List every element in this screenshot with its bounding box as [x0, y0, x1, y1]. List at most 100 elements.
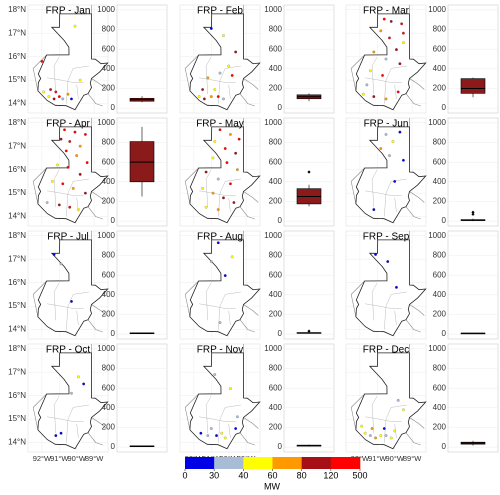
y-tick-label: 0 [111, 442, 116, 451]
neighbor-border [409, 417, 425, 429]
fire-point [209, 260, 213, 263]
department-border [218, 178, 241, 217]
neighbor-border [239, 93, 255, 107]
colorbar-tick-label: 40 [238, 470, 248, 480]
lat-tick-label: 14°N [8, 99, 26, 108]
lat-tick-label: 18°N [8, 118, 26, 127]
box-frame [447, 117, 499, 227]
neighbor-border [32, 393, 47, 430]
fire-point [361, 92, 365, 96]
y-tick-label: 1000 [428, 5, 446, 14]
panel-title: FRP - Nov [197, 345, 244, 356]
fire-point [368, 69, 372, 73]
lat-tick-label: 18°N [8, 344, 26, 353]
y-tick-label: 0 [111, 216, 116, 225]
neighbor-border [350, 167, 365, 204]
fire-point [68, 140, 72, 143]
fire-point [61, 97, 65, 101]
colorbar-tick-label: 0 [182, 470, 187, 480]
fire-point [216, 177, 220, 181]
fire-point [78, 172, 82, 176]
fire-point [213, 373, 217, 376]
fire-point [70, 391, 73, 395]
fire-point [222, 97, 225, 101]
panel-title: FRP - Apr [46, 119, 90, 130]
fire-point [206, 76, 210, 80]
fire-point [70, 97, 73, 101]
department-border [384, 291, 407, 330]
fire-point [232, 201, 236, 204]
y-tick-label: 800 [269, 138, 283, 147]
y-tick-label: 1000 [264, 231, 282, 240]
y-tick-label: 200 [433, 84, 447, 93]
fire-point [66, 165, 70, 169]
fire-point [396, 398, 400, 402]
fire-point [218, 71, 222, 75]
fire-point [78, 78, 82, 82]
lon-tick-label: 92°W [33, 454, 52, 463]
department-border [365, 416, 402, 422]
fire-point [56, 163, 59, 167]
department-border [218, 65, 241, 104]
fire-point [374, 253, 377, 256]
department-border [228, 310, 231, 325]
neighbor-border [409, 191, 425, 203]
department-border [66, 178, 89, 217]
fire-point [229, 182, 232, 186]
lat-tick-label: 18°N [8, 231, 26, 240]
fire-point [227, 64, 231, 68]
y-tick-label: 600 [433, 383, 447, 392]
y-tick-label: 200 [102, 84, 116, 93]
neighbor-border [243, 78, 259, 90]
department-border [66, 404, 89, 443]
department-border [47, 303, 84, 309]
neighbor-border [91, 78, 107, 90]
fire-point [401, 158, 405, 162]
fire-point [211, 156, 215, 160]
fire-point [50, 179, 54, 183]
department-border [53, 169, 60, 208]
fire-point [206, 434, 210, 437]
neighbor-border [87, 319, 103, 333]
department-border [66, 291, 89, 330]
neighbor-border [405, 206, 421, 220]
fire-point [235, 168, 239, 172]
fire-point [216, 208, 220, 211]
lat-tick-label: 15°N [8, 414, 26, 423]
fire-point [77, 375, 80, 379]
box-frame [283, 117, 335, 227]
fire-point [54, 434, 58, 437]
department-border [53, 282, 60, 321]
y-tick-label: 200 [102, 197, 116, 206]
colorbar-tick-label: 80 [297, 470, 307, 480]
fire-point [204, 205, 208, 209]
panel-title: FRP - May [196, 119, 244, 130]
fire-point [379, 29, 383, 33]
panel-title: FRP - Aug [197, 232, 243, 243]
y-tick-label: 1000 [428, 344, 446, 353]
fire-point [59, 431, 63, 435]
department-border [394, 197, 397, 212]
neighbor-border [405, 432, 421, 446]
y-tick-label: 600 [433, 44, 447, 53]
y-tick-label: 600 [269, 44, 283, 53]
fire-point [370, 427, 374, 430]
box-frame [116, 230, 168, 340]
lon-tick-label: 89°W [85, 454, 104, 463]
y-tick-label: 1000 [428, 231, 446, 240]
colorbar-label: MW [264, 481, 280, 491]
y-tick-label: 800 [102, 138, 116, 147]
fire-point [360, 424, 364, 428]
neighbor-border [87, 432, 103, 446]
neighbor-border [32, 54, 47, 91]
y-tick-label: 600 [102, 383, 116, 392]
fire-point [47, 95, 51, 98]
fire-point [54, 90, 58, 94]
y-tick-label: 200 [269, 423, 283, 432]
fire-point [71, 187, 75, 190]
fire-point [391, 140, 395, 143]
fire-point [384, 57, 388, 61]
fire-point [82, 382, 86, 386]
lon-tick-label: 91°W [368, 454, 387, 463]
neighbor-border [243, 304, 259, 316]
